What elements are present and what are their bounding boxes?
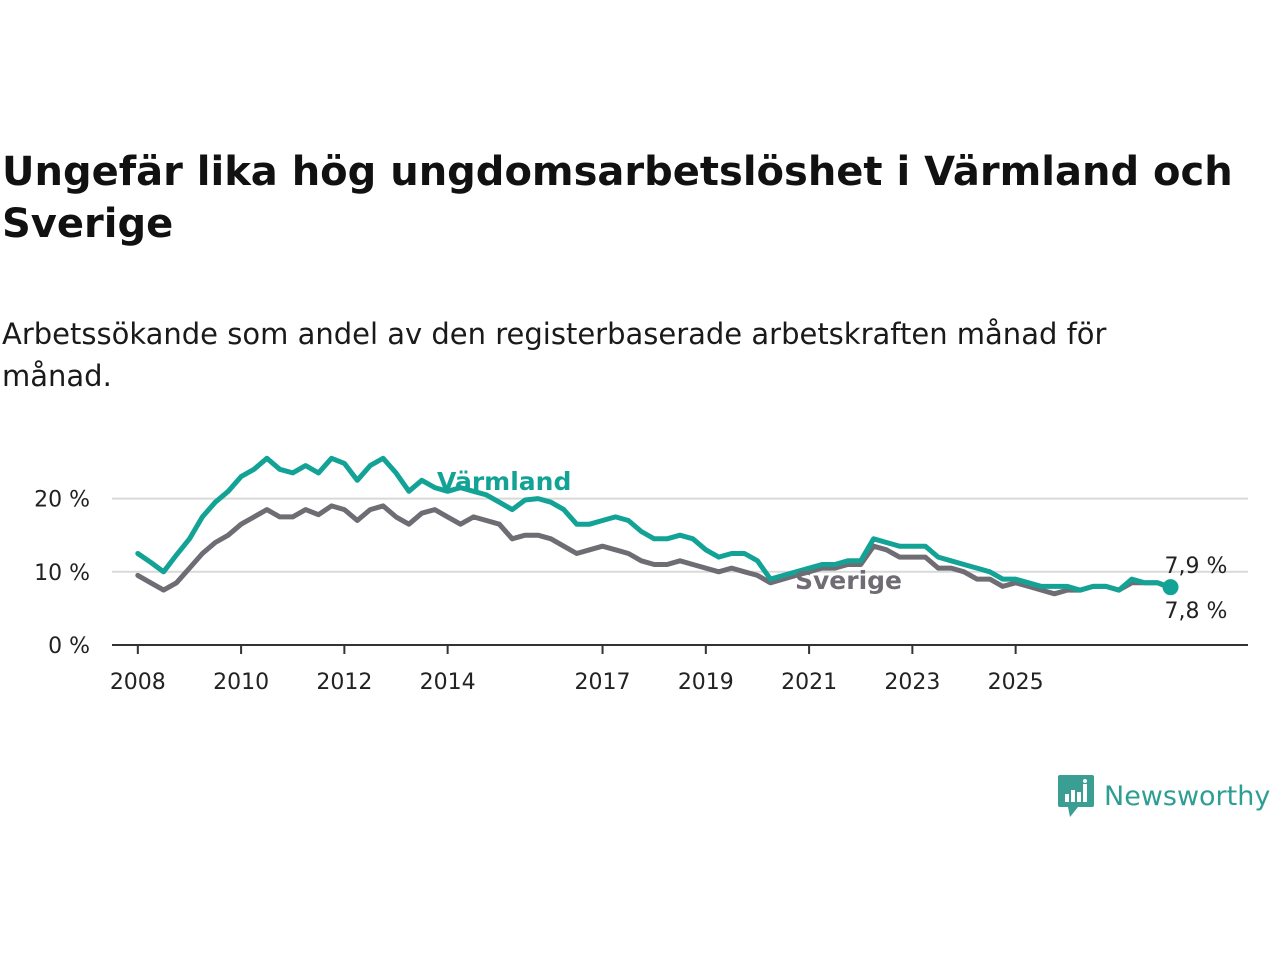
series-label-sverige: Sverige bbox=[795, 566, 902, 595]
x-axis: 2008 2010 2012 2014 2017 2019 2021 2023 2025 bbox=[110, 644, 1248, 695]
x-tick-label-5: 2019 bbox=[678, 670, 734, 695]
series-label-varmland: Värmland bbox=[437, 467, 571, 496]
y-tick-label-2: 20 % bbox=[34, 488, 90, 513]
end-label-sverige: 7,8 % bbox=[1165, 599, 1228, 624]
series-line-sverige bbox=[135, 503, 1173, 597]
end-point-marker bbox=[1162, 579, 1179, 596]
x-tick-label-1: 2010 bbox=[213, 670, 269, 695]
series-lines bbox=[135, 455, 1179, 597]
series-labels: Värmland Sverige 7,9 % 7,8 % bbox=[437, 467, 1227, 624]
newsworthy-logo-icon bbox=[1058, 775, 1094, 817]
x-tick-label-8: 2025 bbox=[988, 670, 1044, 695]
line-chart: 0 % 10 % 20 % 2008 2010 2012 2014 2017 2019 2021… bbox=[34, 455, 1248, 695]
chart-title: Ungefär lika hög ungdomsarbetslöshet i V… bbox=[2, 149, 1233, 247]
x-tick-label-6: 2021 bbox=[781, 670, 837, 695]
y-axis-tick-labels: 0 % 10 % 20 % bbox=[34, 488, 90, 659]
y-tick-label-1: 10 % bbox=[34, 561, 90, 586]
y-tick-label-0: 0 % bbox=[48, 634, 90, 659]
series-line-vrmland bbox=[135, 455, 1173, 593]
brand-logo: Newsworthy bbox=[1058, 774, 1270, 818]
brand-name: Newsworthy bbox=[1104, 780, 1271, 812]
x-tick-label-7: 2023 bbox=[884, 670, 940, 695]
x-tick-label-2: 2012 bbox=[316, 670, 372, 695]
x-tick-label-0: 2008 bbox=[110, 670, 166, 695]
x-tick-label-3: 2014 bbox=[420, 670, 476, 695]
x-tick-label-4: 2017 bbox=[575, 670, 631, 695]
end-label-varmland: 7,9 % bbox=[1165, 554, 1228, 579]
gridlines bbox=[112, 497, 1248, 573]
chart-subtitle: Arbetssökande som andel av den registerb… bbox=[2, 317, 1107, 393]
